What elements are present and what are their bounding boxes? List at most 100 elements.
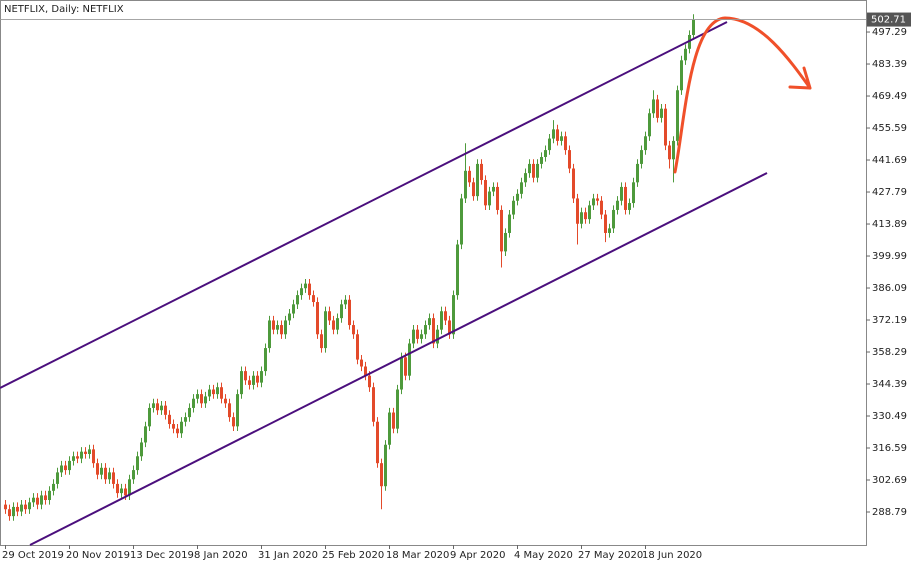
candle-body [332, 320, 335, 330]
candle-body [40, 495, 43, 505]
chart-title: NETFLIX, Daily: NETFLIX [4, 4, 124, 15]
x-tick-label: 18 Jun 2020 [642, 550, 702, 561]
lower-channel [29, 172, 768, 546]
candle-body [632, 182, 635, 204]
candle-body [164, 405, 167, 415]
candle-body [8, 509, 11, 517]
candle-body [620, 186, 623, 201]
candle-body [52, 483, 55, 491]
candle-body [692, 19, 695, 35]
candle-body [280, 325, 283, 335]
candle-body [396, 389, 399, 429]
candle-body [500, 209, 503, 252]
candle-body [428, 318, 431, 326]
candle-body [320, 334, 323, 349]
candle-body [568, 150, 571, 169]
candle-body [252, 375, 255, 385]
upper-channel [0, 21, 728, 389]
candle-body [28, 502, 31, 510]
candle-body [432, 318, 435, 344]
candle-body [476, 163, 479, 197]
candle-body [364, 366, 367, 376]
candle-body [68, 460, 71, 471]
candle-body [228, 403, 231, 418]
candle-body [200, 394, 203, 404]
candle-body [488, 191, 491, 206]
candle-body [600, 200, 603, 215]
candle-body [544, 150, 547, 158]
candle-body [152, 403, 155, 408]
candle-body [412, 329, 415, 344]
candle-body [48, 490, 51, 501]
y-tick-label: 316.59 [872, 443, 907, 454]
candle-body [224, 398, 227, 404]
candle-body [268, 320, 271, 349]
candle-body [44, 495, 47, 501]
candle-body [36, 497, 39, 505]
candle-body [424, 325, 427, 335]
candle-body [188, 407, 191, 418]
candle-body [304, 283, 307, 289]
candle-body [112, 472, 115, 484]
last-price-label: 502.71 [871, 15, 906, 26]
candle-body [436, 329, 439, 344]
candle-body [64, 465, 67, 471]
candle-body [4, 504, 7, 510]
candle-body [408, 343, 411, 376]
candle-body [276, 325, 279, 330]
candle-body [360, 359, 363, 367]
candle-body [108, 472, 111, 480]
candle-body [604, 214, 607, 233]
candle-body [376, 421, 379, 464]
candle-body [356, 334, 359, 360]
candle-body [572, 168, 575, 199]
candle-body [608, 228, 611, 233]
last-price-box [867, 12, 911, 27]
candle-body [628, 203, 631, 210]
candle-body [144, 426, 147, 443]
candle-body [636, 163, 639, 183]
candle-body [444, 311, 447, 321]
candle-body [308, 283, 311, 296]
candle-body [524, 173, 527, 183]
candle-body [128, 479, 131, 496]
candle-body [296, 295, 299, 305]
candle-body [456, 244, 459, 296]
candle-body [652, 99, 655, 114]
candle-body [20, 504, 23, 512]
candle-body [244, 371, 247, 381]
candle-body [16, 506, 19, 512]
candle-body [584, 212, 587, 220]
y-tick-label: 413.89 [872, 219, 907, 230]
candle-body [176, 428, 179, 434]
x-tick-label: 31 Jan 2020 [258, 550, 318, 561]
candle-body [88, 449, 91, 454]
candle-body [104, 467, 107, 480]
candle-body [520, 182, 523, 194]
candle-body [240, 371, 243, 395]
candle-body [532, 163, 535, 178]
candle-body [576, 198, 579, 224]
candle-body [392, 412, 395, 429]
candle-body [92, 449, 95, 464]
candle-body [56, 472, 59, 484]
candle-body [516, 193, 519, 201]
candle-body [380, 463, 383, 487]
candle-body [460, 198, 463, 245]
candle-body [680, 60, 683, 91]
x-tick-label: 8 Jan 2020 [194, 550, 248, 561]
candle-body [492, 186, 495, 192]
candle-body [440, 311, 443, 330]
candle-body [452, 295, 455, 335]
candle-body [124, 488, 127, 496]
candle-body [644, 136, 647, 151]
candle-body [508, 214, 511, 233]
candle-body [504, 232, 507, 252]
candle-body [552, 129, 555, 139]
candle-body [556, 129, 559, 141]
candle-body [480, 163, 483, 181]
candles [4, 14, 695, 521]
candle-body [388, 412, 391, 445]
candle-body [140, 442, 143, 457]
